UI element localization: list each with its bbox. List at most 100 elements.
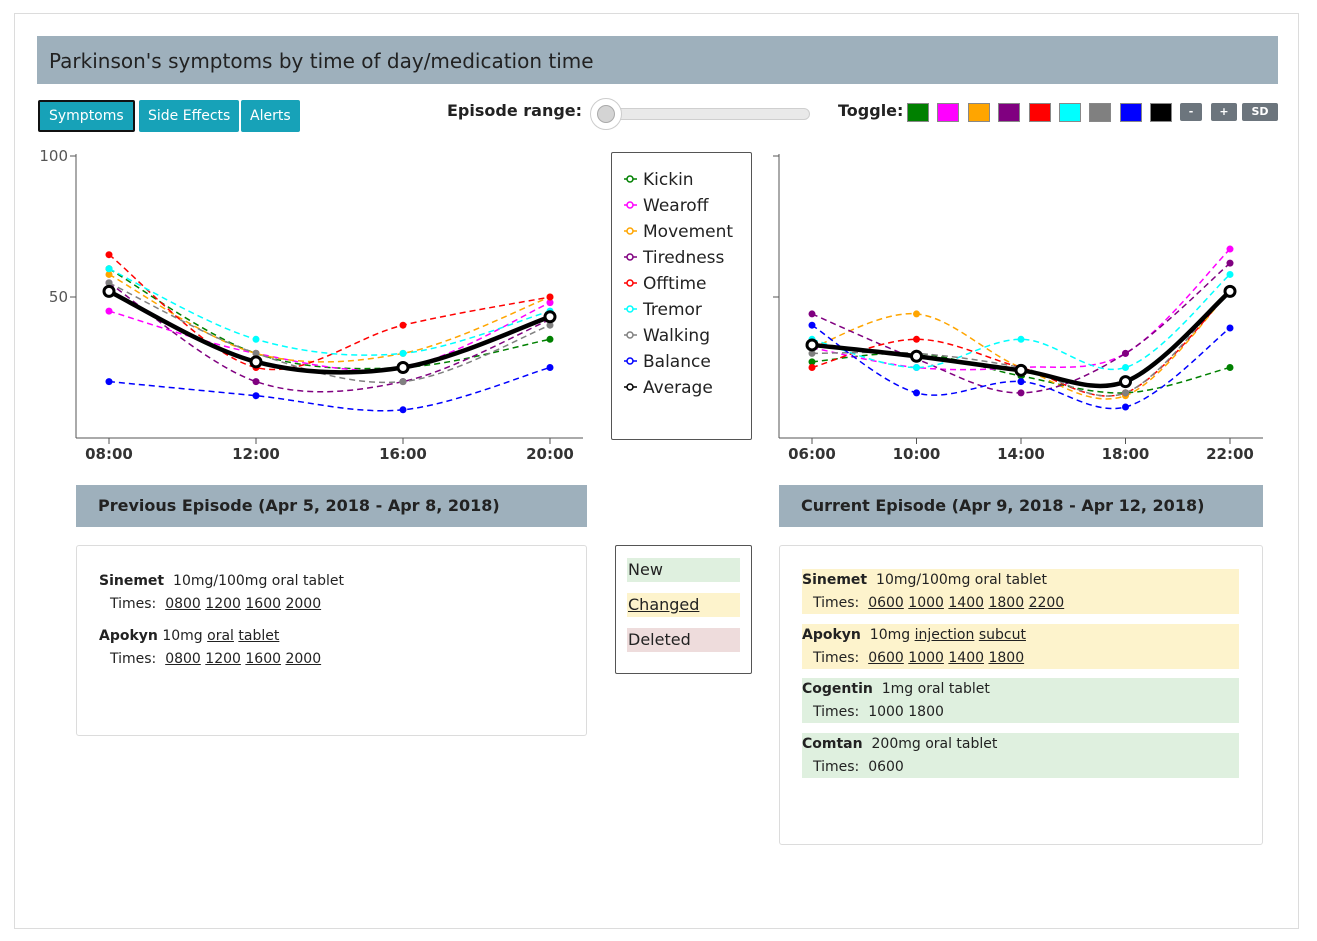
data-point — [546, 293, 554, 301]
tab-side-effects[interactable]: Side Effects — [139, 100, 240, 132]
series-line — [108, 289, 551, 375]
legend-label: Offtime — [643, 274, 707, 294]
med-dose: 1mg oral tablet — [881, 681, 990, 697]
series-line — [108, 366, 551, 412]
previous-episode-chart: 100 50 08:00 12:00 16:00 20:00 — [39, 147, 583, 463]
data-point — [913, 389, 920, 397]
current-episode-header: Current Episode (Apr 9, 2018 - Apr 12, 2… — [779, 485, 1263, 527]
med-dose: 10mg — [162, 628, 203, 644]
med-route: oral — [207, 628, 234, 644]
legend-item-tremor[interactable]: Tremor — [624, 300, 702, 320]
time-link[interactable]: 1600 — [245, 651, 282, 667]
legend-item-offtime[interactable]: Offtime — [624, 274, 707, 294]
legend-label: Tiredness — [642, 248, 725, 268]
data-point — [1122, 389, 1129, 397]
data-point — [1122, 364, 1129, 371]
data-point — [546, 335, 554, 343]
zoom-out-button[interactable]: - — [1180, 103, 1202, 121]
data-point — [805, 338, 819, 352]
legend-item-kickin[interactable]: Kickin — [624, 170, 694, 190]
toggle-label: Toggle: — [838, 101, 904, 120]
time-link[interactable]: 1600 — [245, 596, 282, 612]
med-dose: 10mg — [869, 627, 911, 643]
time-link[interactable]: 0600 — [868, 650, 904, 666]
title-bar: Parkinson's symptoms by time of day/medi… — [37, 36, 1278, 84]
med-dose: 10mg/100mg oral tablet — [876, 572, 1047, 588]
series-toggle-swatch[interactable] — [1089, 103, 1112, 122]
data-point — [252, 349, 260, 357]
data-point — [105, 265, 113, 273]
series-toggle-swatch[interactable] — [1028, 103, 1051, 122]
data-point — [1122, 349, 1129, 357]
data-point — [399, 321, 407, 329]
legend-item-wearoff[interactable]: Wearoff — [624, 196, 710, 216]
times-label: Times: — [813, 595, 860, 611]
data-point — [913, 310, 920, 318]
data-point — [546, 364, 554, 371]
y-tick-label: 50 — [49, 288, 68, 306]
series-toggle-swatch[interactable] — [998, 103, 1021, 122]
legend-item-movement[interactable]: Movement — [624, 222, 733, 242]
med-form: subcut — [978, 627, 1026, 643]
times-label: Times: — [813, 704, 860, 720]
time-link[interactable]: 1400 — [948, 595, 985, 611]
sd-toggle-button[interactable]: SD — [1242, 103, 1278, 121]
series-line — [108, 268, 551, 356]
data-point — [1226, 324, 1234, 332]
data-point — [252, 335, 260, 343]
data-point — [1226, 364, 1234, 371]
legend-marker — [626, 383, 634, 391]
legend-item-balance[interactable]: Balance — [624, 352, 711, 372]
series-toggle-swatch[interactable] — [967, 103, 990, 122]
legend-item-walking[interactable]: Walking — [624, 326, 710, 346]
med-form: tablet — [238, 628, 280, 644]
x-tick-label: 10:00 — [893, 445, 941, 463]
times-label: Times: — [813, 759, 860, 775]
time-link[interactable]: 0600 — [868, 595, 904, 611]
time-link[interactable]: 0800 — [165, 596, 201, 612]
previous-episode-header: Previous Episode (Apr 5, 2018 - Apr 8, 2… — [76, 485, 587, 527]
time-link[interactable]: 1200 — [205, 651, 241, 667]
time-link[interactable]: 1200 — [205, 596, 241, 612]
series-toggle-swatch[interactable] — [1059, 103, 1081, 122]
series-line — [108, 301, 551, 371]
legend-marker — [626, 227, 634, 235]
series-line — [108, 254, 551, 371]
x-tick-label: 08:00 — [85, 445, 133, 463]
data-point — [808, 349, 816, 357]
data-point — [808, 364, 816, 371]
legend-item-average[interactable]: Average — [624, 378, 713, 398]
data-point — [1226, 259, 1234, 267]
tab-alerts[interactable]: Alerts — [241, 100, 300, 132]
med-item: Sinemet 10mg/100mg oral tablet Times: 08… — [99, 570, 344, 616]
episode-range-track[interactable] — [594, 108, 810, 120]
tab-symptoms[interactable]: Symptoms — [38, 100, 135, 132]
legend-item-tiredness[interactable]: Tiredness — [624, 248, 725, 268]
key-new: New — [627, 558, 740, 582]
time-link[interactable]: 0800 — [165, 651, 201, 667]
data-point — [1226, 270, 1234, 278]
legend-marker — [626, 357, 634, 365]
med-name: Sinemet — [802, 572, 868, 588]
data-point — [399, 378, 407, 386]
episode-range-thumb[interactable] — [590, 98, 622, 130]
time-link[interactable]: 1000 — [908, 650, 944, 666]
time-link[interactable]: 1400 — [948, 650, 985, 666]
zoom-in-button[interactable]: + — [1211, 103, 1237, 121]
time-link[interactable]: 2000 — [285, 651, 322, 667]
series-toggle-swatch[interactable] — [937, 103, 960, 122]
time-link[interactable]: 2000 — [285, 596, 322, 612]
series-toggle-swatch[interactable] — [1150, 103, 1173, 122]
time-link[interactable]: 1000 — [908, 595, 944, 611]
data-point — [1223, 284, 1237, 298]
series-toggle-swatch[interactable] — [1119, 103, 1142, 122]
time-link[interactable]: 2200 — [1028, 595, 1065, 611]
time-link[interactable]: 1800 — [988, 595, 1025, 611]
series-balance — [105, 364, 554, 414]
med-name: Cogentin — [802, 681, 873, 697]
series-tiredness — [808, 259, 1234, 397]
data-point — [910, 349, 923, 363]
series-toggle-swatch[interactable] — [907, 103, 929, 122]
time-link[interactable]: 1800 — [988, 650, 1025, 666]
x-tick-label: 20:00 — [526, 445, 574, 463]
